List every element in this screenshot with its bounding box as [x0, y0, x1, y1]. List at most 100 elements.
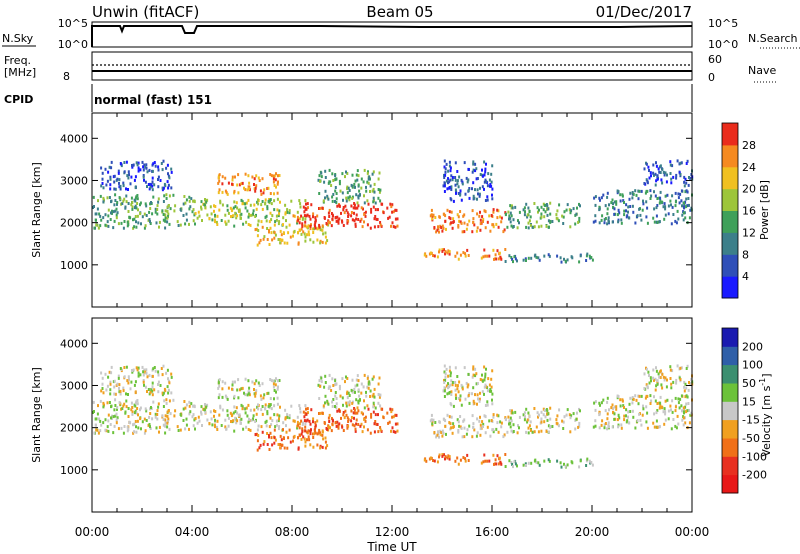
scatter-cell — [391, 415, 394, 419]
scatter-cell — [602, 398, 605, 402]
scatter-cell — [374, 208, 377, 212]
scatter-cell — [277, 222, 280, 226]
scatter-cell — [600, 218, 603, 222]
scatter-cell — [227, 219, 230, 223]
scatter-cell — [140, 222, 142, 226]
scatter-cell — [672, 175, 675, 179]
scatter-cell — [253, 177, 256, 181]
scatter-cell — [242, 222, 245, 226]
scatter-cell — [444, 252, 446, 256]
scatter-cell — [217, 396, 220, 400]
scatter-cell — [328, 208, 331, 212]
scatter-cell — [255, 184, 258, 188]
scatter-cell — [213, 209, 215, 213]
scatter-cell — [507, 210, 510, 214]
scatter-cell — [613, 417, 616, 421]
scatter-cell — [494, 253, 497, 257]
scatter-cell — [137, 366, 140, 370]
scatter-cell — [242, 427, 245, 431]
scatter-cell — [363, 212, 366, 216]
scatter-cell — [185, 198, 188, 202]
scatter-cell — [118, 386, 120, 390]
scatter-cell — [353, 424, 356, 428]
scatter-cell — [659, 199, 662, 203]
scatter-cell — [233, 224, 236, 228]
scatter-cell — [452, 199, 455, 203]
scatter-cell — [443, 370, 446, 374]
scatter-cell — [632, 415, 635, 419]
scatter-cell — [334, 186, 337, 189]
scatter-cell — [549, 424, 552, 428]
scatter-cell — [168, 399, 171, 403]
scatter-cell — [274, 383, 277, 387]
scatter-cell — [685, 189, 688, 193]
scatter-cell — [249, 428, 252, 432]
scatter-cell — [548, 459, 551, 463]
scatter-cell — [101, 177, 104, 181]
scatter-cell — [250, 213, 253, 217]
scatter-cell — [111, 209, 113, 213]
scatter-cell — [378, 376, 381, 380]
scatter-cell — [270, 174, 273, 178]
scatter-cell — [243, 391, 245, 395]
scatter-cell — [526, 420, 529, 424]
scatter-cell — [244, 188, 247, 192]
scatter-cell — [183, 400, 186, 403]
scatter-cell — [642, 199, 644, 203]
scatter-cell — [323, 180, 326, 184]
scatter-cell — [339, 394, 342, 398]
scatter-cell — [141, 420, 144, 424]
scatter-cell — [342, 403, 344, 407]
scatter-cell — [256, 439, 259, 443]
scatter-cell — [267, 391, 270, 395]
scatter-cell — [690, 206, 693, 210]
scatter-cell — [276, 396, 279, 400]
scatter-cell — [658, 170, 661, 174]
scatter-cell — [535, 460, 538, 464]
scatter-cell — [483, 180, 486, 184]
scatter-cell — [537, 225, 540, 229]
scatter-cell — [256, 200, 259, 204]
scatter-cell — [569, 416, 572, 420]
scatter-cell — [642, 404, 644, 408]
scatter-cell — [378, 395, 381, 399]
scatter-cell — [594, 195, 597, 199]
scatter-cell — [495, 427, 498, 431]
scatter-cell — [351, 173, 354, 177]
scatter-cell — [491, 398, 493, 402]
scatter-cell — [270, 379, 273, 383]
scatter-cell — [99, 419, 102, 423]
scatter-cell — [685, 162, 688, 165]
scatter-cell — [241, 386, 244, 390]
scatter-cell — [113, 408, 116, 412]
scatter-cell — [670, 222, 673, 226]
scatter-cell — [170, 167, 173, 171]
scatter-cell — [457, 420, 460, 424]
scatter-cell — [336, 204, 339, 208]
scatter-cell — [158, 430, 160, 434]
scatter-cell — [611, 198, 614, 202]
scatter-cell — [318, 192, 321, 195]
scatter-cell — [681, 418, 684, 422]
scatter-cell — [109, 380, 112, 384]
scatter-cell — [601, 419, 604, 423]
scatter-cell — [481, 373, 483, 377]
scatter-cell — [167, 388, 170, 392]
scatter-cell — [304, 444, 307, 448]
scatter-cell — [151, 184, 154, 188]
scatter-cell — [120, 221, 123, 225]
scatter-cell — [151, 169, 154, 173]
scatter-cell — [267, 199, 270, 203]
scatter-cell — [463, 366, 466, 370]
scatter-cell — [216, 428, 219, 431]
scatter-cell — [282, 428, 284, 432]
scatter-cell — [546, 412, 549, 416]
scatter-cell — [378, 190, 381, 194]
scatter-cell — [476, 393, 479, 397]
scatter-cell — [443, 381, 446, 384]
scatter-cell — [356, 406, 359, 410]
scatter-cell — [133, 430, 136, 434]
scatter-cell — [575, 417, 578, 421]
scatter-cell — [348, 394, 351, 397]
scatter-cell — [297, 436, 300, 440]
